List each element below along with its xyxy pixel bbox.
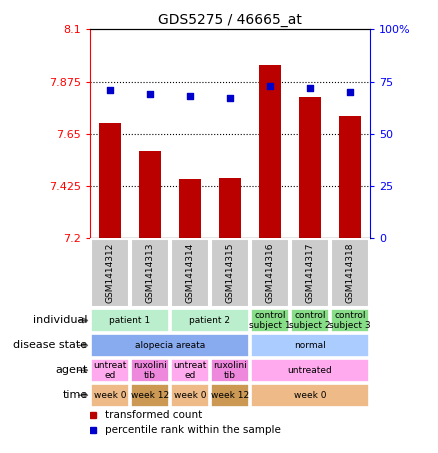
Bar bbox=[91, 239, 129, 307]
Bar bbox=[131, 384, 169, 407]
Bar bbox=[131, 359, 169, 382]
Text: week 0: week 0 bbox=[173, 391, 206, 400]
Text: normal: normal bbox=[294, 341, 326, 350]
Bar bbox=[91, 384, 129, 407]
Bar bbox=[91, 334, 249, 357]
Bar bbox=[219, 178, 241, 238]
Bar bbox=[331, 309, 369, 332]
Bar bbox=[291, 309, 329, 332]
Point bbox=[226, 95, 233, 102]
Point bbox=[307, 84, 314, 92]
Text: untreated: untreated bbox=[288, 366, 332, 375]
Text: week 12: week 12 bbox=[131, 391, 169, 400]
Bar bbox=[211, 384, 249, 407]
Bar bbox=[251, 334, 369, 357]
Bar bbox=[171, 309, 249, 332]
Text: untreat
ed: untreat ed bbox=[93, 361, 127, 380]
Text: week 0: week 0 bbox=[94, 391, 126, 400]
Bar bbox=[171, 359, 209, 382]
Text: transformed count: transformed count bbox=[105, 410, 202, 419]
Point bbox=[266, 82, 273, 89]
Bar bbox=[171, 239, 209, 307]
Bar bbox=[179, 179, 201, 238]
Text: disease state: disease state bbox=[14, 340, 88, 351]
Bar bbox=[91, 359, 129, 382]
Bar bbox=[139, 151, 161, 238]
Point bbox=[106, 86, 113, 93]
Text: GSM1414312: GSM1414312 bbox=[105, 243, 114, 303]
Bar bbox=[91, 309, 169, 332]
Bar bbox=[251, 309, 289, 332]
Bar bbox=[251, 384, 369, 407]
Text: GSM1414316: GSM1414316 bbox=[265, 243, 275, 303]
Text: control
subject 3: control subject 3 bbox=[329, 311, 371, 330]
Bar bbox=[339, 116, 361, 238]
Text: control
subject 1: control subject 1 bbox=[249, 311, 291, 330]
Bar bbox=[331, 239, 369, 307]
Text: GSM1414315: GSM1414315 bbox=[226, 243, 234, 303]
Text: percentile rank within the sample: percentile rank within the sample bbox=[105, 425, 281, 435]
Text: patient 2: patient 2 bbox=[189, 316, 230, 325]
Bar bbox=[171, 384, 209, 407]
Bar bbox=[251, 359, 369, 382]
Text: ruxolini
tib: ruxolini tib bbox=[133, 361, 167, 380]
Bar bbox=[99, 123, 121, 238]
Text: individual: individual bbox=[33, 315, 88, 326]
Text: ruxolini
tib: ruxolini tib bbox=[213, 361, 247, 380]
Text: untreat
ed: untreat ed bbox=[173, 361, 207, 380]
Text: week 12: week 12 bbox=[211, 391, 249, 400]
Text: time: time bbox=[62, 390, 88, 400]
Bar bbox=[211, 359, 249, 382]
Text: alopecia areata: alopecia areata bbox=[135, 341, 205, 350]
Bar bbox=[259, 65, 281, 238]
Bar bbox=[211, 239, 249, 307]
Point bbox=[346, 88, 353, 96]
Bar bbox=[291, 239, 329, 307]
Text: week 0: week 0 bbox=[294, 391, 326, 400]
Point bbox=[146, 91, 153, 98]
Title: GDS5275 / 46665_at: GDS5275 / 46665_at bbox=[158, 13, 302, 27]
Bar bbox=[251, 239, 289, 307]
Bar bbox=[131, 239, 169, 307]
Text: GSM1414318: GSM1414318 bbox=[346, 243, 355, 303]
Text: GSM1414313: GSM1414313 bbox=[145, 243, 154, 303]
Text: GSM1414317: GSM1414317 bbox=[306, 243, 314, 303]
Text: patient 1: patient 1 bbox=[109, 316, 150, 325]
Text: agent: agent bbox=[55, 365, 88, 376]
Text: control
subject 2: control subject 2 bbox=[289, 311, 331, 330]
Bar bbox=[299, 96, 321, 238]
Point bbox=[187, 92, 194, 100]
Text: GSM1414314: GSM1414314 bbox=[185, 243, 194, 303]
